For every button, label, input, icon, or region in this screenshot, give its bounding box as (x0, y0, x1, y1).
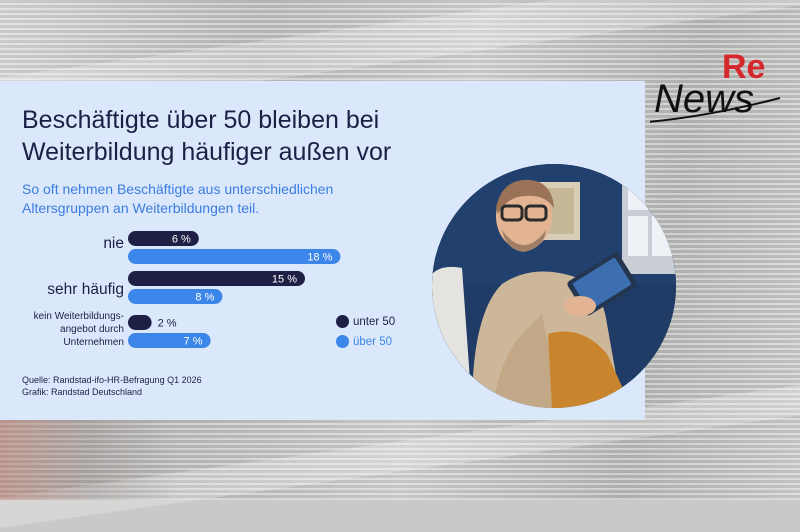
bar-ueber-50 (128, 289, 223, 304)
category-label-nie: nie (103, 235, 124, 252)
re-news-logo: Re News (647, 38, 790, 128)
bar-value-label: 18 % (307, 252, 332, 264)
chart-subtitle: So oft nehmen Beschäftigte aus unterschi… (22, 181, 334, 216)
legend-swatch (336, 335, 349, 348)
person-with-tablet-photo (432, 164, 676, 408)
bar-unter-50 (128, 271, 305, 286)
bar-ueber-50 (128, 249, 341, 264)
bar-value-label: 7 % (184, 336, 203, 348)
source-text: Quelle: Randstad-ifo-HR-Befragung Q1 202… (22, 375, 202, 385)
category-label-line: kein Weiterbildungs- (33, 311, 124, 322)
category-label-sehr-haeufig: sehr häufig (47, 281, 124, 298)
category-label-line: angebot durch (60, 324, 124, 335)
newspaper-photo-fragment (0, 410, 180, 500)
chart-title: Beschäftigte über 50 bleiben bei Weiterb… (22, 106, 392, 166)
bar-ueber-50 (128, 333, 211, 348)
legend-label: unter 50 (353, 315, 396, 328)
legend-swatch (336, 315, 349, 328)
bar-value-label: 6 % (172, 234, 191, 246)
category-label-kein-angebot: kein Weiterbildungs- angebot durch Unter… (0, 310, 124, 349)
graphic-credit-text: Grafik: Randstad Deutschland (22, 387, 143, 397)
bar-value-label: 2 % (158, 318, 177, 330)
legend-item-ueber-50: über 50 (336, 335, 392, 348)
legend-item-unter-50: unter 50 (336, 315, 395, 328)
category-label-line: Unternehmen (63, 337, 124, 348)
bar-unter-50 (128, 231, 199, 246)
logo-text-re: Re (722, 48, 765, 86)
bar-unter-50 (128, 315, 152, 330)
bar-chart: 6 % 15 % 2 % 18 % 8 % 7 % (128, 231, 341, 348)
bar-value-label: 15 % (272, 274, 297, 286)
bar-value-label: 8 % (195, 292, 214, 304)
legend-label: über 50 (353, 335, 393, 348)
